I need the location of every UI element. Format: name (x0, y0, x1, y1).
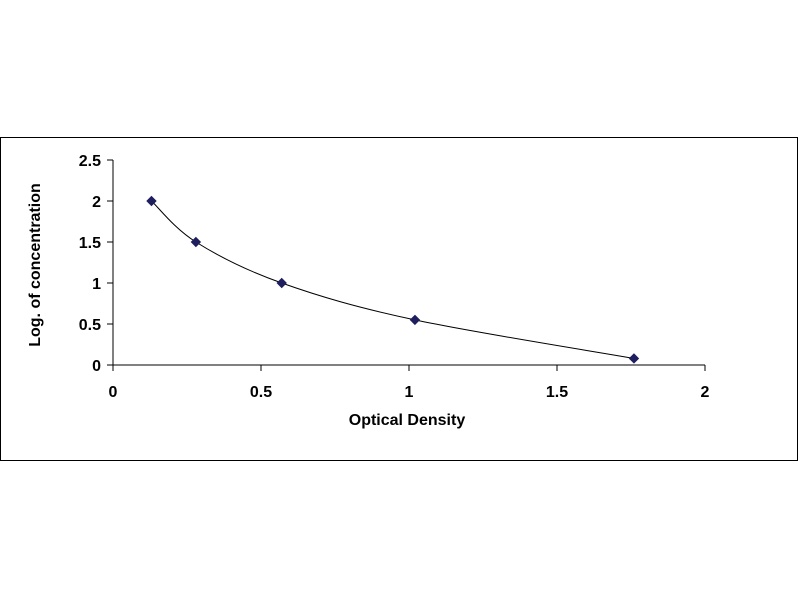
y-tick-label: 1.5 (79, 235, 101, 252)
y-tick-label: 0.5 (79, 317, 101, 334)
y-tick-label: 2 (92, 194, 101, 211)
fit-curve (151, 200, 635, 359)
y-axis-title: Log. of concentration (27, 183, 44, 347)
x-tick-label: 0.5 (250, 384, 272, 401)
x-tick-label: 1 (405, 384, 414, 401)
data-point (276, 277, 287, 289)
data-point (628, 353, 640, 364)
x-axis-title: Optical Density (349, 412, 466, 429)
y-tick-label: 0 (92, 358, 101, 375)
y-tick-label: 2.5 (79, 153, 101, 170)
data-points (146, 195, 640, 364)
chart-frame (0, 137, 798, 461)
tick-labels: 0 0.5 1 1.5 2 0 0.5 1 1.5 2 2.5 (79, 153, 710, 401)
axes (107, 159, 706, 371)
y-tick-label: 1 (92, 276, 101, 293)
data-point (409, 314, 421, 326)
x-tick-label: 2 (701, 384, 710, 401)
data-point (146, 195, 157, 207)
x-tick-label: 0 (109, 384, 118, 401)
data-point (190, 236, 202, 248)
x-tick-label: 1.5 (546, 384, 568, 401)
